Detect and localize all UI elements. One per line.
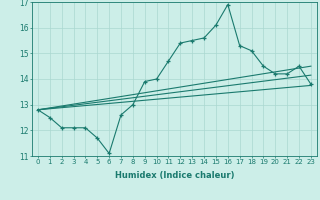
X-axis label: Humidex (Indice chaleur): Humidex (Indice chaleur) bbox=[115, 171, 234, 180]
